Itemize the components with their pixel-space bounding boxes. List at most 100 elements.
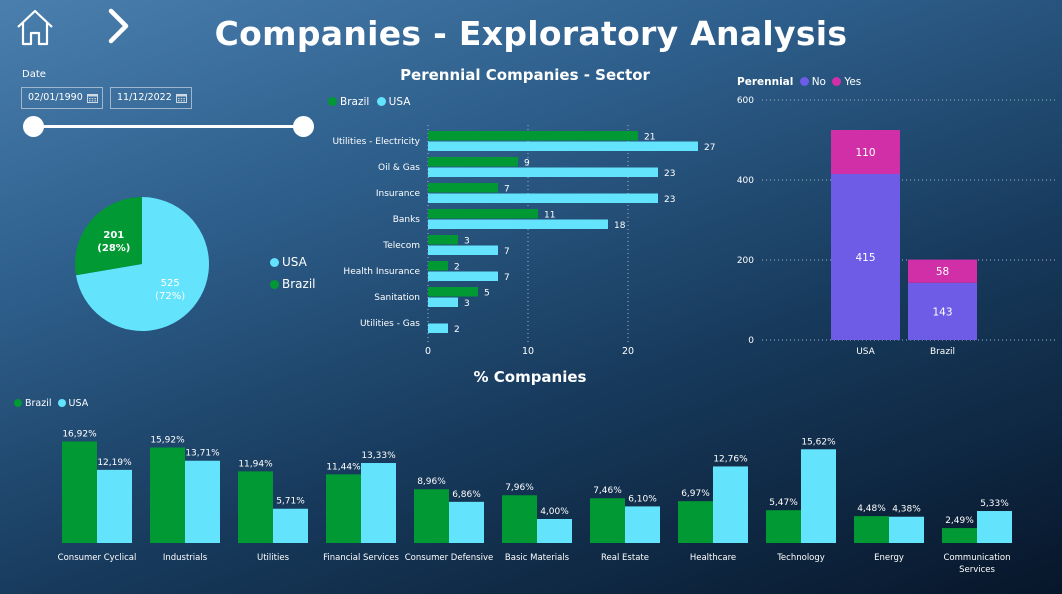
bar-brazil (428, 209, 538, 219)
bar-brazil (150, 447, 185, 543)
category-label: Insurance (376, 189, 421, 199)
bar-usa (625, 506, 660, 543)
category-label: Utilities - Electricity (332, 137, 420, 147)
bar-brazil (414, 489, 449, 543)
pie-value-label: 201 (103, 230, 124, 241)
bar-usa (97, 469, 132, 543)
bar-value-label: 3 (464, 237, 470, 247)
bar-brazil (942, 528, 977, 543)
pie-value-label: 525 (161, 278, 180, 289)
category-label: Technology (776, 553, 825, 563)
stacked-bar-no (908, 282, 977, 340)
bar-value-label: 15,92% (150, 435, 185, 445)
category-label: Sanitation (374, 293, 420, 303)
perennial-legend-item-yes[interactable]: Yes (832, 76, 861, 88)
pie-legend: USA Brazil (270, 251, 316, 295)
bar-usa (428, 167, 658, 177)
bar-brazil (428, 261, 448, 271)
bar-usa (273, 508, 308, 543)
home-button[interactable] (14, 6, 56, 48)
sector-legend-usa-label: USA (388, 96, 411, 108)
bar-brazil (428, 131, 638, 141)
sector-chart-legend: Brazil USA (328, 96, 410, 108)
sector-legend-item-usa[interactable]: USA (376, 96, 411, 108)
end-date-input[interactable]: 11/12/2022 (110, 87, 192, 109)
bar-value-label: 12,76% (713, 454, 748, 464)
perennial-stacked-chart: 0 200 400 600 415 110 USA 143 58 Brazil (737, 96, 1056, 357)
next-page-button[interactable] (104, 8, 134, 44)
bar-value-label: 27 (704, 143, 715, 153)
sector-legend-item-brazil[interactable]: Brazil (328, 96, 369, 108)
perennial-yes-swatch (832, 77, 842, 86)
pie-percent-label: (28%) (97, 243, 130, 254)
pie-legend-item-usa[interactable]: USA (270, 251, 316, 273)
bar-value-label: 5,71% (276, 497, 305, 507)
pct-legend-item-brazil[interactable]: Brazil (14, 398, 52, 409)
bar-usa (428, 193, 658, 203)
stacked-value-label: 415 (855, 252, 875, 264)
brazil-legend-swatch (14, 399, 22, 407)
bar-usa (185, 460, 220, 543)
category-label: Energy (874, 553, 904, 563)
bar-value-label: 6,10% (628, 494, 657, 504)
y-tick-label: 0 (748, 336, 754, 346)
category-label: Financial Services (323, 553, 399, 563)
date-range-start-handle[interactable] (23, 116, 44, 137)
bar-usa (801, 449, 836, 543)
calendar-icon[interactable] (176, 93, 187, 103)
pie-slice-brazil (75, 197, 142, 276)
bar-brazil (678, 501, 713, 543)
category-label: Consumer Defensive (405, 553, 493, 563)
pie-legend-brazil-label: Brazil (282, 277, 316, 291)
bar-value-label: 7,46% (593, 486, 622, 496)
bar-value-label: 6,97% (681, 489, 710, 499)
bar-usa (428, 245, 498, 255)
perennial-legend-item-no[interactable]: No (799, 76, 826, 88)
category-label: Utilities (257, 553, 290, 563)
x-tick-label: 0 (425, 346, 431, 357)
chevron-right-icon (108, 8, 129, 44)
bar-value-label: 2,49% (945, 516, 974, 526)
start-date-input[interactable]: 02/01/1990 (21, 87, 103, 109)
bar-value-label: 7 (504, 185, 510, 195)
bar-brazil (428, 287, 478, 297)
bar-brazil (766, 510, 801, 543)
category-label: Health Insurance (343, 267, 420, 277)
pie-slice-usa (75, 197, 210, 331)
category-label: Healthcare (690, 553, 736, 563)
bar-value-label: 21 (644, 133, 655, 143)
date-filter-label: Date (22, 69, 46, 80)
bar-usa (428, 271, 498, 281)
bar-brazil (854, 516, 889, 543)
date-range-slider-track[interactable] (34, 125, 304, 128)
category-label: Consumer Cyclical (58, 553, 137, 563)
y-tick-label: 600 (737, 96, 754, 106)
stacked-value-label: 143 (932, 306, 952, 318)
bar-value-label: 4,00% (540, 507, 569, 517)
bar-brazil (428, 183, 498, 193)
category-label: Brazil (930, 347, 955, 357)
perennial-legend-yes-label: Yes (844, 76, 862, 88)
category-label: Banks (393, 215, 421, 225)
pie-legend-item-brazil[interactable]: Brazil (270, 273, 316, 295)
bar-value-label: 23 (664, 195, 675, 205)
bar-value-label: 11,94% (238, 459, 273, 469)
bar-value-label: 5 (484, 289, 490, 299)
bar-value-label: 7,96% (505, 483, 534, 493)
bar-value-label: 11,44% (326, 462, 361, 472)
stacked-value-label: 110 (855, 147, 875, 159)
bar-value-label: 6,86% (452, 490, 481, 500)
pct-legend-item-usa[interactable]: USA (57, 398, 88, 409)
date-range-end-handle[interactable] (293, 116, 314, 137)
bar-brazil (590, 498, 625, 543)
calendar-icon[interactable] (87, 93, 98, 103)
bar-usa (428, 141, 698, 151)
pct-legend-brazil-label: Brazil (25, 398, 52, 409)
pie-percent-label: (72%) (155, 291, 185, 302)
bar-value-label: 5,33% (980, 499, 1009, 509)
bar-value-label: 13,33% (361, 451, 396, 461)
pie-legend-usa-label: USA (282, 255, 307, 269)
stacked-bar-no (831, 174, 900, 340)
perennial-legend: Perennial No Yes (737, 76, 861, 88)
bar-value-label: 7 (504, 247, 510, 257)
